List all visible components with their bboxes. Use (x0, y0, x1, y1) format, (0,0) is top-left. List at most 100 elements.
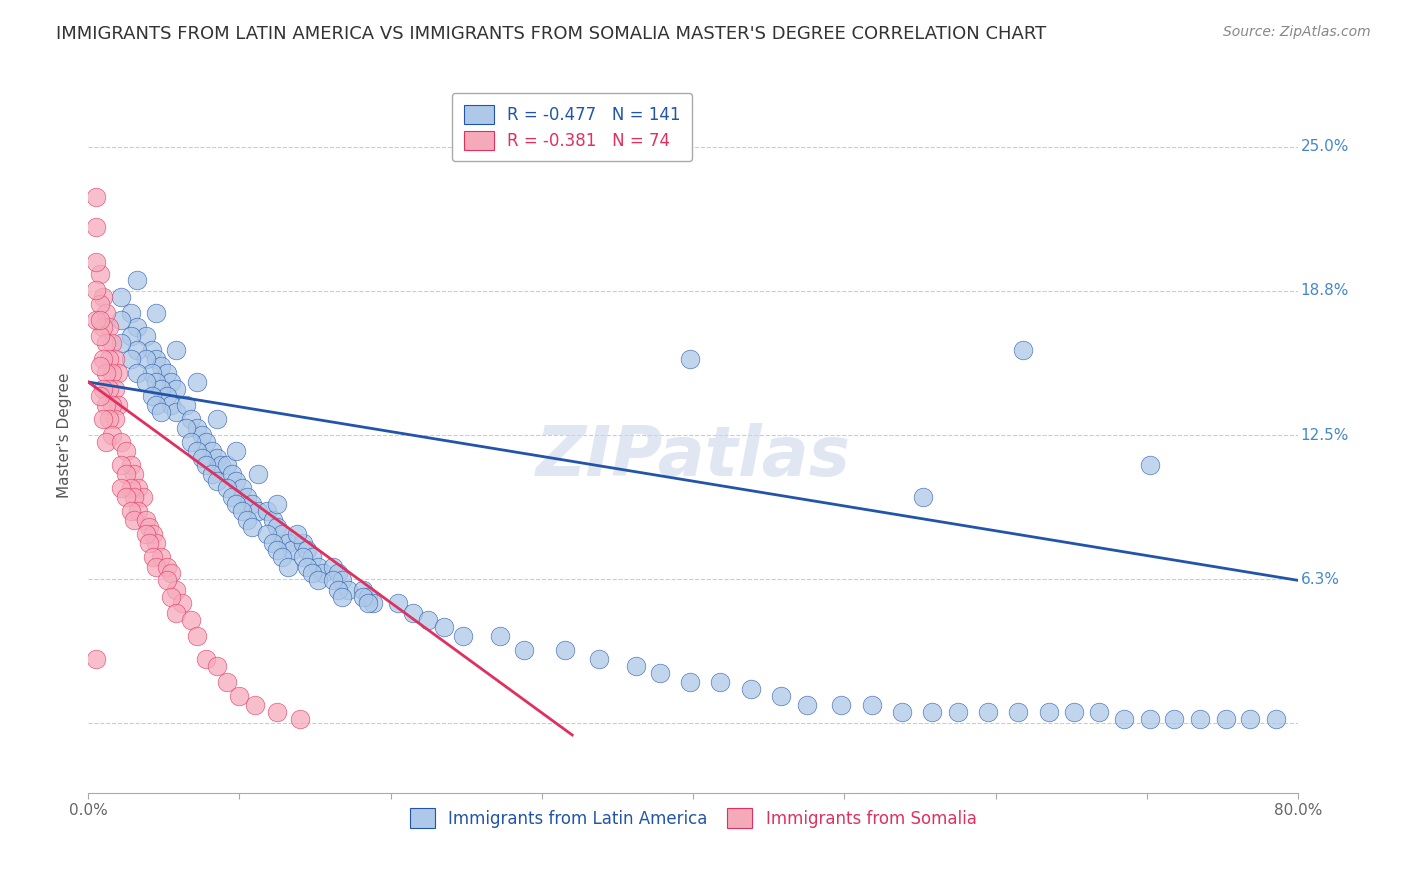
Point (149, 550, 172, 565)
Point (110, 335, 132, 350)
Legend: Immigrants from Latin America, Immigrants from Somalia: Immigrants from Latin America, Immigrant… (404, 802, 983, 834)
Point (104, 382, 127, 396)
Point (307, 559, 329, 574)
Point (243, 698, 266, 712)
Point (165, 405, 187, 419)
Point (96, 398, 118, 412)
Point (186, 444, 208, 458)
Point (145, 536, 167, 550)
Point (156, 389, 179, 403)
Point (160, 590, 183, 604)
Point (165, 343, 187, 357)
Point (262, 513, 284, 527)
Point (195, 652, 218, 666)
Text: 25.0%: 25.0% (1301, 139, 1350, 154)
Point (330, 574, 353, 588)
Point (115, 491, 138, 505)
Point (180, 434, 202, 449)
Point (353, 582, 375, 597)
Point (307, 574, 329, 588)
Point (89, 296, 111, 310)
Point (91, 382, 114, 396)
Point (141, 343, 163, 357)
Point (84, 312, 107, 326)
Point (145, 351, 167, 366)
Point (1114, 712, 1136, 726)
Point (1139, 458, 1161, 472)
Point (679, 351, 702, 366)
Point (231, 481, 253, 495)
Point (122, 513, 145, 527)
Point (277, 536, 299, 550)
Point (110, 290, 132, 304)
Point (120, 458, 142, 472)
Point (221, 491, 243, 505)
Point (186, 421, 208, 435)
Point (160, 566, 183, 581)
Point (236, 491, 259, 505)
Point (1139, 712, 1161, 726)
Point (891, 705, 914, 719)
Point (135, 513, 157, 527)
Point (190, 428, 212, 442)
Point (122, 491, 145, 505)
Point (91, 319, 114, 334)
Point (127, 481, 149, 495)
Point (205, 412, 228, 426)
Point (142, 527, 165, 541)
Point (101, 428, 124, 442)
Point (115, 467, 138, 482)
Point (270, 550, 292, 565)
Point (228, 689, 250, 703)
Point (149, 359, 172, 373)
Text: 18.8%: 18.8% (1301, 284, 1350, 298)
Text: 6.3%: 6.3% (1301, 572, 1340, 587)
Point (860, 698, 883, 712)
Point (1063, 705, 1085, 719)
Point (588, 652, 610, 666)
Point (1007, 705, 1029, 719)
Point (256, 527, 278, 541)
Point (291, 536, 314, 550)
Point (125, 273, 148, 287)
Point (120, 329, 142, 343)
Point (96, 335, 118, 350)
Point (160, 375, 183, 389)
Point (624, 658, 647, 673)
Point (142, 550, 165, 565)
Point (288, 712, 311, 726)
Point (326, 582, 349, 597)
Point (84, 255, 107, 269)
Point (217, 674, 239, 689)
Point (297, 559, 319, 574)
Point (110, 434, 132, 449)
Point (240, 497, 263, 511)
Point (256, 504, 278, 518)
Point (156, 366, 179, 380)
Point (101, 366, 124, 380)
Point (1038, 705, 1060, 719)
Point (89, 359, 111, 373)
Point (554, 642, 576, 657)
Point (101, 335, 124, 350)
Point (205, 658, 228, 673)
Point (648, 665, 671, 680)
Point (291, 550, 314, 565)
Point (326, 566, 349, 581)
Point (231, 504, 253, 518)
Point (145, 559, 167, 574)
Point (297, 543, 319, 558)
Point (266, 543, 288, 558)
Point (101, 398, 124, 412)
Point (225, 444, 247, 458)
Point (246, 504, 269, 518)
Point (285, 527, 308, 541)
Point (679, 674, 702, 689)
Point (402, 606, 425, 620)
Point (141, 389, 163, 403)
Point (830, 698, 852, 712)
Point (266, 520, 288, 534)
Point (201, 444, 224, 458)
Point (418, 613, 440, 627)
Point (96, 434, 118, 449)
